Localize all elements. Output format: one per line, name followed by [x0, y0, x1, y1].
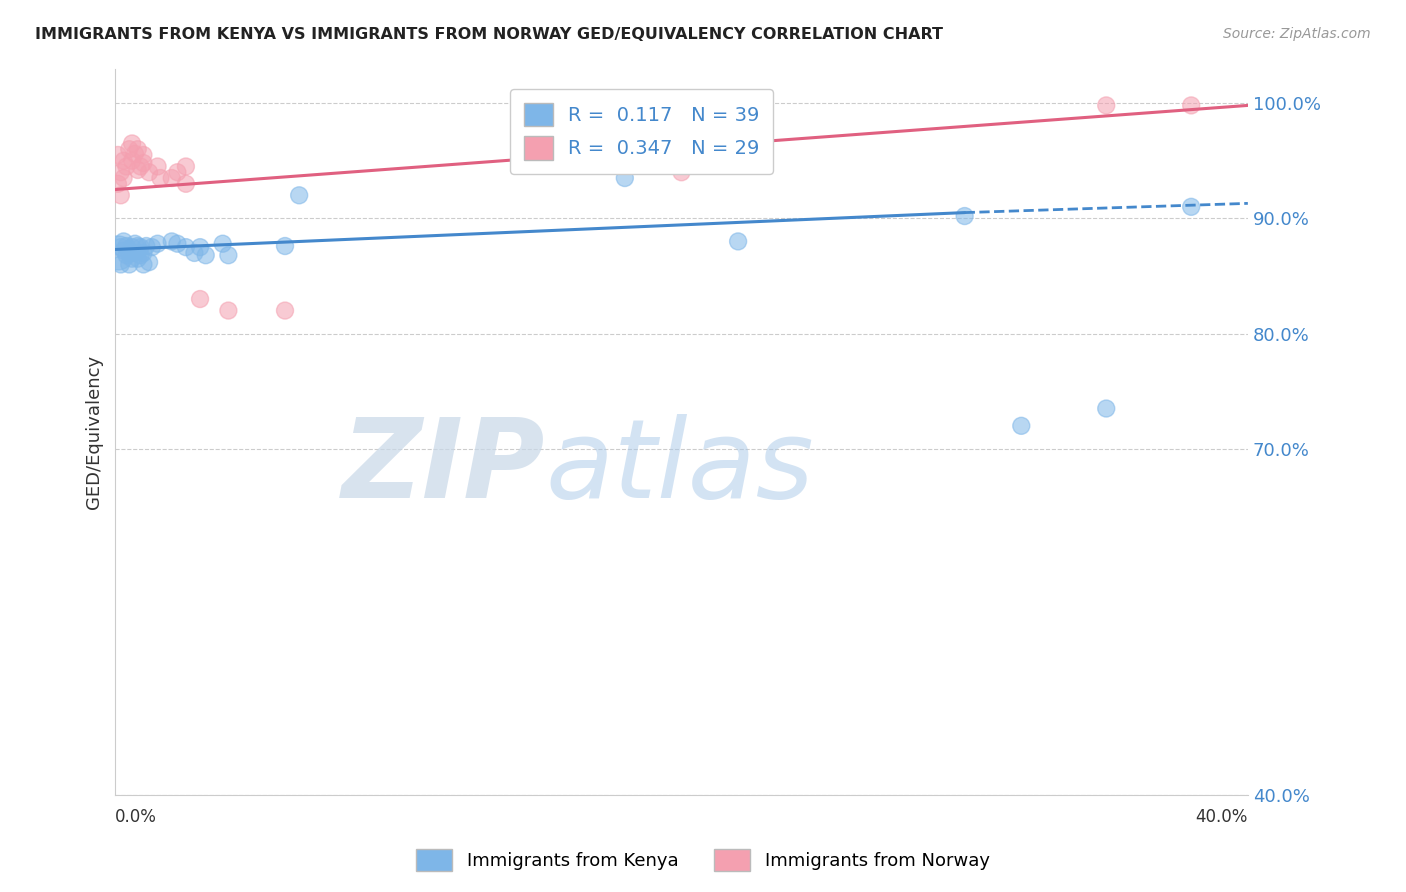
Point: [110, 165, 132, 179]
Point: [112, 153, 135, 168]
Point: [146, 160, 169, 174]
Point: [671, 165, 693, 179]
Text: ZIP: ZIP: [342, 415, 546, 522]
Point: [217, 248, 239, 262]
Text: 0.0%: 0.0%: [115, 808, 157, 826]
Point: [110, 257, 132, 271]
Point: [129, 240, 152, 254]
Point: [121, 252, 143, 266]
Point: [217, 303, 239, 318]
Point: [166, 236, 188, 251]
Point: [107, 177, 129, 191]
Point: [127, 239, 149, 253]
Point: [1095, 401, 1118, 416]
Point: [107, 148, 129, 162]
Text: 40.0%: 40.0%: [1195, 808, 1249, 826]
Point: [135, 239, 157, 253]
Point: [149, 171, 172, 186]
Legend: R =  0.117   N = 39, R =  0.347   N = 29: R = 0.117 N = 39, R = 0.347 N = 29: [510, 89, 773, 174]
Point: [166, 165, 188, 179]
Point: [124, 236, 146, 251]
Point: [118, 257, 141, 271]
Point: [141, 240, 163, 254]
Point: [112, 235, 135, 249]
Point: [146, 236, 169, 251]
Point: [115, 239, 138, 253]
Point: [132, 257, 155, 271]
Point: [127, 163, 149, 178]
Point: [174, 160, 197, 174]
Point: [288, 188, 311, 202]
Point: [121, 240, 143, 254]
Point: [127, 142, 149, 156]
Point: [118, 246, 141, 260]
Point: [953, 209, 976, 223]
Point: [110, 240, 132, 254]
Point: [121, 153, 143, 168]
Point: [194, 248, 217, 262]
Point: [138, 165, 160, 179]
Point: [1180, 98, 1202, 112]
Point: [613, 171, 636, 186]
Point: [110, 188, 132, 202]
Point: [129, 248, 152, 262]
Point: [160, 235, 183, 249]
Point: [115, 160, 138, 174]
Text: IMMIGRANTS FROM KENYA VS IMMIGRANTS FROM NORWAY GED/EQUIVALENCY CORRELATION CHAR: IMMIGRANTS FROM KENYA VS IMMIGRANTS FROM…: [35, 27, 943, 42]
Point: [112, 171, 135, 186]
Point: [124, 246, 146, 260]
Point: [132, 246, 155, 260]
Point: [1095, 98, 1118, 112]
Point: [183, 246, 205, 260]
Point: [274, 303, 297, 318]
Point: [188, 292, 211, 306]
Point: [132, 148, 155, 162]
Legend: Immigrants from Kenya, Immigrants from Norway: Immigrants from Kenya, Immigrants from N…: [409, 842, 997, 879]
Text: Source: ZipAtlas.com: Source: ZipAtlas.com: [1223, 27, 1371, 41]
Point: [107, 246, 129, 260]
Point: [112, 244, 135, 258]
Point: [118, 142, 141, 156]
Point: [138, 255, 160, 269]
Point: [129, 160, 152, 174]
Point: [121, 136, 143, 151]
Point: [727, 235, 749, 249]
Point: [132, 156, 155, 170]
Point: [115, 248, 138, 262]
Point: [160, 171, 183, 186]
Point: [127, 252, 149, 266]
Point: [1180, 200, 1202, 214]
Point: [124, 146, 146, 161]
Point: [1010, 418, 1032, 433]
Point: [211, 236, 233, 251]
Point: [174, 177, 197, 191]
Point: [274, 239, 297, 253]
Point: [174, 240, 197, 254]
Point: [188, 240, 211, 254]
Y-axis label: GED/Equivalency: GED/Equivalency: [86, 354, 103, 508]
Text: atlas: atlas: [546, 415, 814, 522]
